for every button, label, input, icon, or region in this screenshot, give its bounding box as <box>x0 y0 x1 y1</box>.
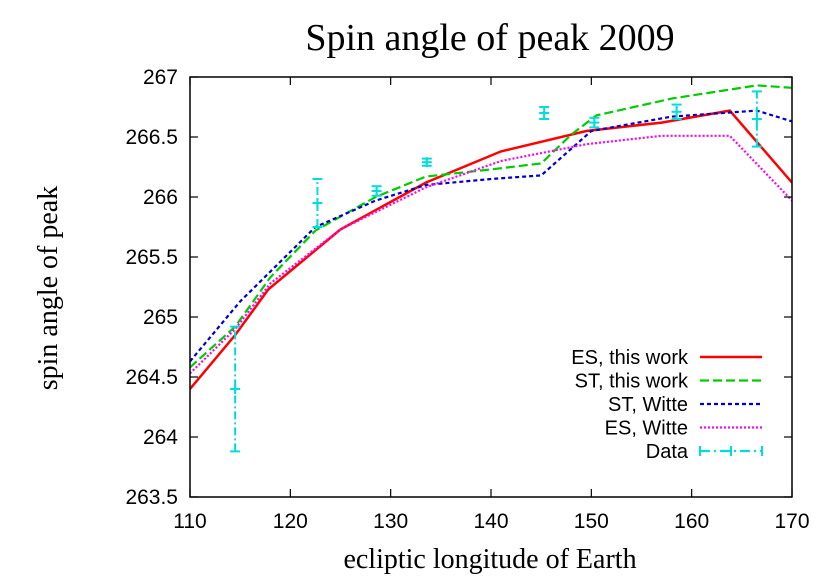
series-es-this-work <box>190 109 792 390</box>
x-tick-label: 120 <box>273 510 308 533</box>
series-line-es-this-work <box>190 109 792 390</box>
series-es-witte <box>190 134 792 375</box>
legend-label: ST, this work <box>575 371 689 393</box>
series-line-es-witte <box>190 134 792 375</box>
series-st-this-work <box>190 84 792 369</box>
chart-title: Spin angle of peak 2009 <box>305 17 674 59</box>
y-tick-label: 266.5 <box>125 126 178 149</box>
series-data <box>230 90 762 453</box>
plot-frame <box>189 76 793 498</box>
y-tick-label: 267 <box>143 66 178 89</box>
series-layer <box>190 84 792 453</box>
series-st-witte <box>190 109 792 363</box>
y-axis-label: spin angle of peak <box>33 186 64 391</box>
legend-item: Data <box>646 441 763 463</box>
y-tick-label: 265 <box>143 306 178 329</box>
series-line-st-witte <box>190 109 792 363</box>
y-tick-label: 266 <box>143 186 178 209</box>
x-tick-label: 130 <box>373 510 408 533</box>
series-line-st-this-work <box>190 84 792 369</box>
x-axis-label: ecliptic longitude of Earth <box>343 544 636 575</box>
y-tick-label: 264 <box>143 426 178 449</box>
x-tick-label: 140 <box>473 510 508 533</box>
x-tick-label: 110 <box>173 510 206 533</box>
legend-label: ST, Witte <box>608 394 688 416</box>
legend-item: ES, this work <box>571 347 762 369</box>
y-tick-label: 263.5 <box>125 486 178 509</box>
x-tick-label: 160 <box>674 510 709 533</box>
x-tick-label: 170 <box>774 510 809 533</box>
y-tick-label: 265.5 <box>125 246 178 269</box>
legend-label: ES, Witte <box>605 418 688 440</box>
legend-item: ST, Witte <box>608 394 762 416</box>
axis-ticks: 110 120 130 140 150 160 170 263.5 264 264.5 265 265… <box>125 66 809 533</box>
y-tick-label: 264.5 <box>125 366 178 389</box>
x-tick-label: 150 <box>574 510 609 533</box>
legend-item: ES, Witte <box>605 418 762 440</box>
legend-label: Data <box>646 441 689 463</box>
legend-label: ES, this work <box>571 347 689 369</box>
legend-item: ST, this work <box>575 371 762 393</box>
